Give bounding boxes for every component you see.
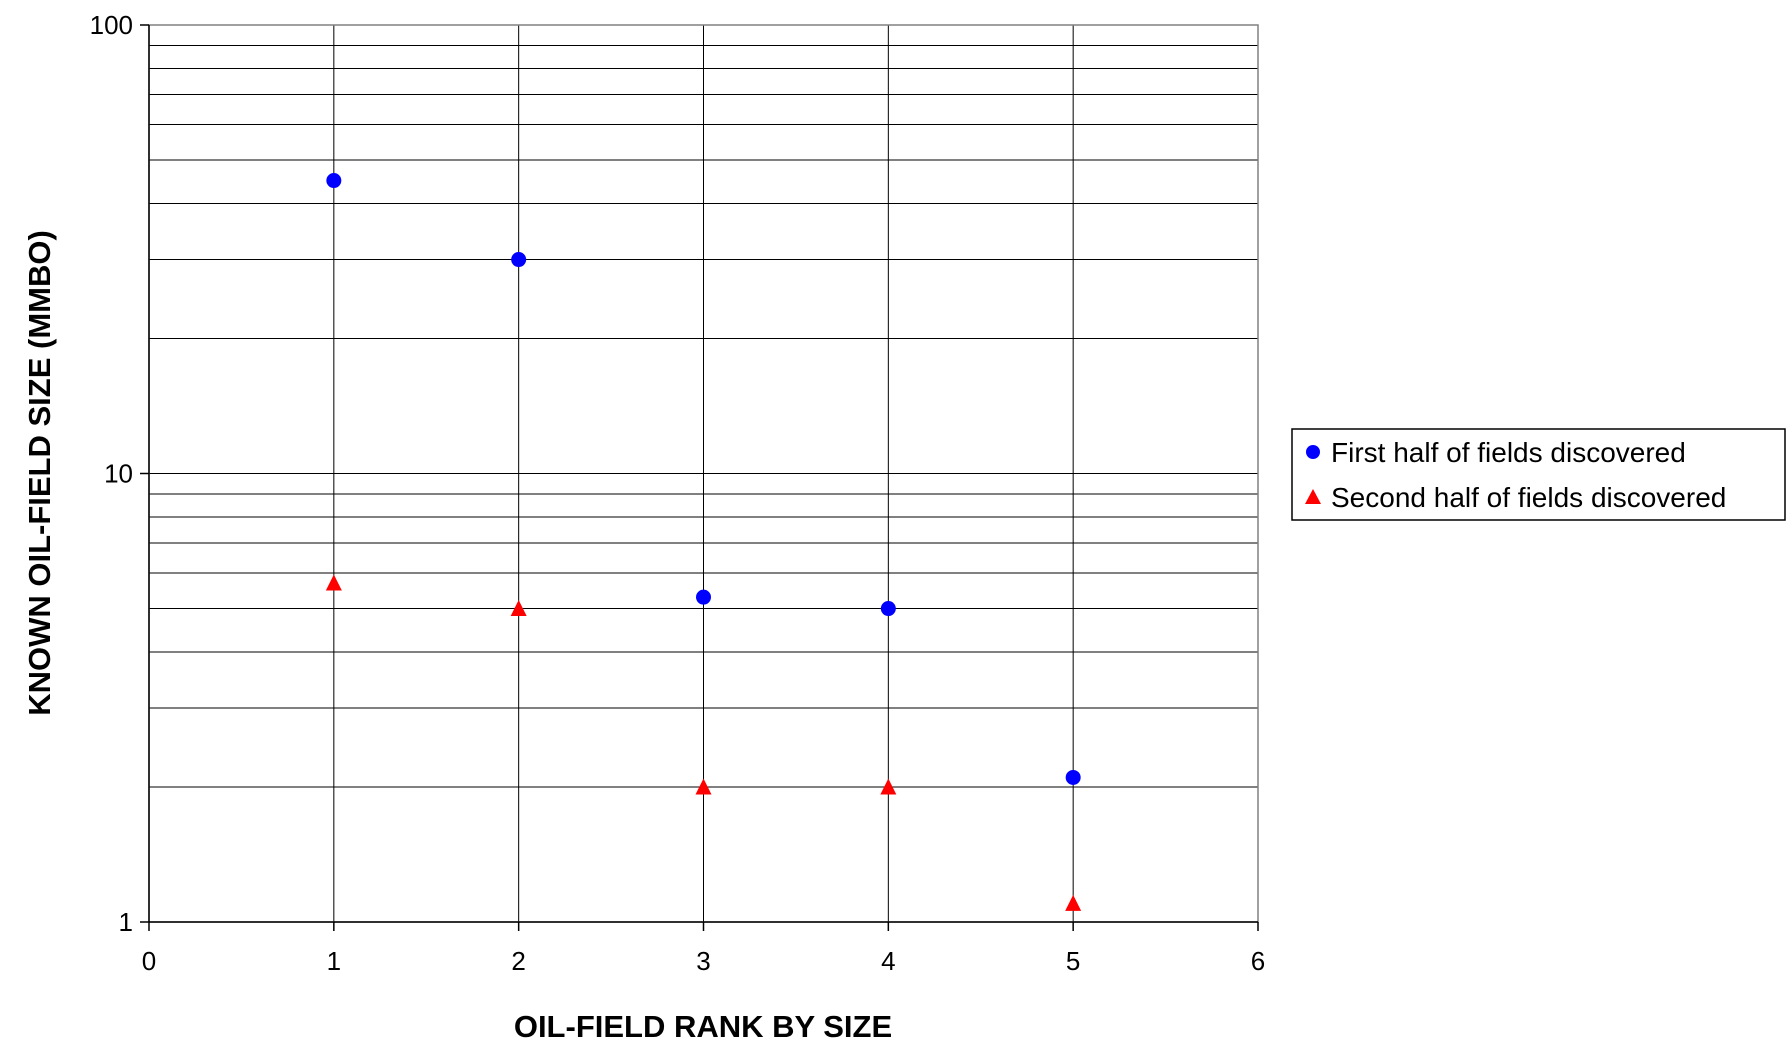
x-tick-label: 2 bbox=[511, 946, 525, 976]
point-series-2 bbox=[510, 600, 527, 617]
point-series-2 bbox=[695, 778, 712, 795]
point-series-1 bbox=[326, 173, 342, 189]
point-series-2 bbox=[1065, 894, 1082, 911]
legend-label-second-half: Second half of fields discovered bbox=[1331, 482, 1726, 513]
y-axis-title: KNOWN OIL-FIELD SIZE (MMBO) bbox=[22, 230, 57, 716]
legend-label-first-half: First half of fields discovered bbox=[1331, 437, 1686, 468]
y-tick-label: 10 bbox=[104, 459, 133, 489]
y-tick-label: 1 bbox=[119, 907, 133, 937]
x-tick-label: 3 bbox=[696, 946, 710, 976]
data-points bbox=[325, 173, 1082, 911]
point-series-1 bbox=[880, 601, 896, 617]
x-tick-label: 0 bbox=[142, 946, 156, 976]
x-tick-label: 4 bbox=[881, 946, 895, 976]
x-tick-label: 6 bbox=[1251, 946, 1265, 976]
legend: First half of fields discovered Second h… bbox=[1291, 428, 1786, 521]
x-tick-label: 5 bbox=[1066, 946, 1080, 976]
point-series-1 bbox=[1065, 769, 1081, 785]
point-series-1 bbox=[511, 252, 527, 268]
legend-box bbox=[1291, 428, 1786, 521]
point-series-2 bbox=[880, 778, 897, 795]
y-tick-label: 100 bbox=[90, 10, 133, 40]
point-series-1 bbox=[696, 589, 711, 605]
legend-marker-second-half bbox=[1305, 489, 1321, 504]
x-tick-label: 1 bbox=[327, 946, 341, 976]
legend-marker-first-half bbox=[1306, 445, 1320, 459]
x-axis-title: OIL-FIELD RANK BY SIZE bbox=[514, 1009, 892, 1044]
point-series-2 bbox=[325, 574, 342, 591]
